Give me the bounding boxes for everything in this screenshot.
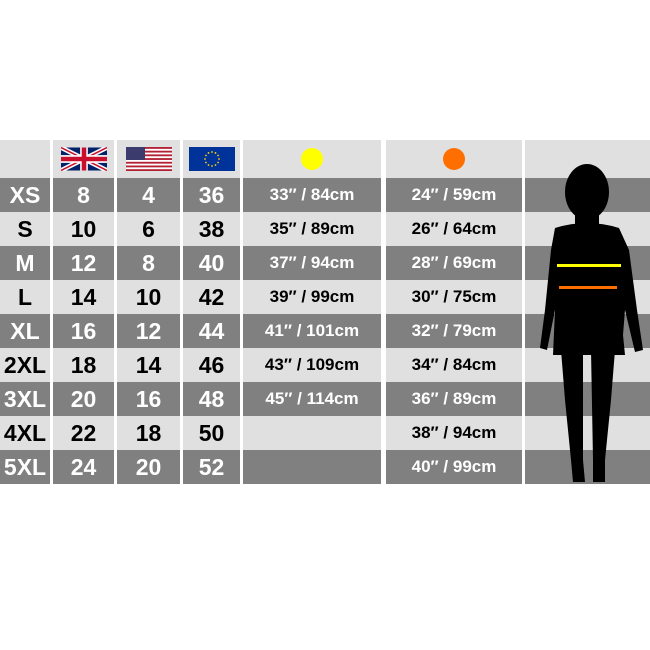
uk-size: 18 <box>53 348 114 382</box>
female-silhouette-icon <box>540 164 643 482</box>
uk-size: 10 <box>53 212 114 246</box>
table-row: S 10 6 38 35″ / 89cm 26″ / 64cm <box>0 212 650 246</box>
table-row: 3XL 20 16 48 45″ / 114cm 36″ / 89cm <box>0 382 650 416</box>
bust-marker-icon <box>301 148 323 170</box>
bust-measure: 45″ / 114cm <box>243 382 381 416</box>
us-size: 20 <box>117 450 180 484</box>
table-row: 4XL 22 18 50 38″ / 94cm <box>0 416 650 450</box>
figure-cell <box>525 382 650 416</box>
bust-measure: 35″ / 89cm <box>243 212 381 246</box>
uk-size: 14 <box>53 280 114 314</box>
table-row: 5XL 24 20 52 40″ / 99cm <box>0 450 650 484</box>
size-label: XL <box>0 314 50 348</box>
table-row: 2XL 18 14 46 43″ / 109cm 34″ / 84cm <box>0 348 650 382</box>
uk-size: 8 <box>53 178 114 212</box>
figure-cell <box>525 450 650 484</box>
us-size: 18 <box>117 416 180 450</box>
bust-measure: 33″ / 84cm <box>243 178 381 212</box>
waist-measure: 24″ / 59cm <box>386 178 522 212</box>
uk-size: 12 <box>53 246 114 280</box>
bust-measure: 43″ / 109cm <box>243 348 381 382</box>
bust-measure: 39″ / 99cm <box>243 280 381 314</box>
us-size: 12 <box>117 314 180 348</box>
uk-size: 24 <box>53 450 114 484</box>
bust-measure <box>243 450 381 484</box>
bust-measure: 37″ / 94cm <box>243 246 381 280</box>
size-label: 2XL <box>0 348 50 382</box>
header-us <box>117 140 180 178</box>
eu-size: 48 <box>183 382 240 416</box>
waist-measure: 36″ / 89cm <box>386 382 522 416</box>
eu-size: 50 <box>183 416 240 450</box>
waist-measure: 26″ / 64cm <box>386 212 522 246</box>
size-label: XS <box>0 178 50 212</box>
header-uk <box>53 140 114 178</box>
us-size: 6 <box>117 212 180 246</box>
size-label: L <box>0 280 50 314</box>
header-row <box>0 140 650 178</box>
us-size: 14 <box>117 348 180 382</box>
bust-measure <box>243 416 381 450</box>
waist-measure: 30″ / 75cm <box>386 280 522 314</box>
waist-marker-icon <box>443 148 465 170</box>
uk-size: 22 <box>53 416 114 450</box>
us-flag-icon <box>125 147 172 171</box>
header-blank <box>0 140 50 178</box>
header-eu <box>183 140 240 178</box>
us-size: 4 <box>117 178 180 212</box>
waist-line <box>559 286 617 289</box>
uk-size: 16 <box>53 314 114 348</box>
size-label: 3XL <box>0 382 50 416</box>
size-label: S <box>0 212 50 246</box>
waist-measure: 28″ / 69cm <box>386 246 522 280</box>
us-size: 10 <box>117 280 180 314</box>
size-label: M <box>0 246 50 280</box>
eu-size: 42 <box>183 280 240 314</box>
us-size: 16 <box>117 382 180 416</box>
eu-flag-icon <box>188 147 235 171</box>
size-label: 4XL <box>0 416 50 450</box>
eu-size: 44 <box>183 314 240 348</box>
eu-size: 46 <box>183 348 240 382</box>
header-waist <box>386 140 522 178</box>
uk-flag-icon <box>60 147 107 171</box>
bust-line <box>557 264 621 267</box>
uk-size: 20 <box>53 382 114 416</box>
waist-measure: 34″ / 84cm <box>386 348 522 382</box>
eu-size: 36 <box>183 178 240 212</box>
eu-size: 40 <box>183 246 240 280</box>
us-size: 8 <box>117 246 180 280</box>
waist-measure: 32″ / 79cm <box>386 314 522 348</box>
figure-cell <box>525 416 650 450</box>
waist-measure: 38″ / 94cm <box>386 416 522 450</box>
waist-measure: 40″ / 99cm <box>386 450 522 484</box>
eu-size: 38 <box>183 212 240 246</box>
bust-measure: 41″ / 101cm <box>243 314 381 348</box>
header-bust <box>243 140 381 178</box>
eu-size: 52 <box>183 450 240 484</box>
size-label: 5XL <box>0 450 50 484</box>
